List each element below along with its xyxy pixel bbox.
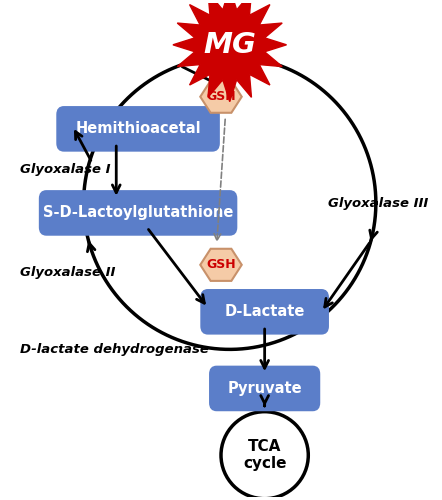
Text: S-D-Lactoylglutathione: S-D-Lactoylglutathione [43, 206, 233, 220]
Text: TCA
cycle: TCA cycle [243, 439, 286, 472]
Text: Hemithioacetal: Hemithioacetal [75, 122, 201, 136]
Text: Pyruvate: Pyruvate [227, 381, 302, 396]
FancyBboxPatch shape [57, 107, 219, 150]
Polygon shape [200, 249, 242, 281]
Polygon shape [200, 80, 242, 113]
Text: GSH: GSH [206, 258, 236, 272]
Text: D-lactate dehydrogenase: D-lactate dehydrogenase [20, 343, 209, 356]
FancyBboxPatch shape [202, 290, 328, 334]
FancyBboxPatch shape [40, 191, 236, 234]
Polygon shape [173, 0, 286, 102]
Text: GSH: GSH [206, 90, 236, 103]
Text: MG: MG [203, 31, 256, 59]
Text: Glyoxalase I: Glyoxalase I [20, 164, 111, 176]
Text: D-Lactate: D-Lactate [225, 304, 305, 320]
FancyBboxPatch shape [210, 366, 319, 410]
Text: Glyoxalase II: Glyoxalase II [20, 266, 116, 279]
Text: Glyoxalase III: Glyoxalase III [328, 196, 428, 209]
